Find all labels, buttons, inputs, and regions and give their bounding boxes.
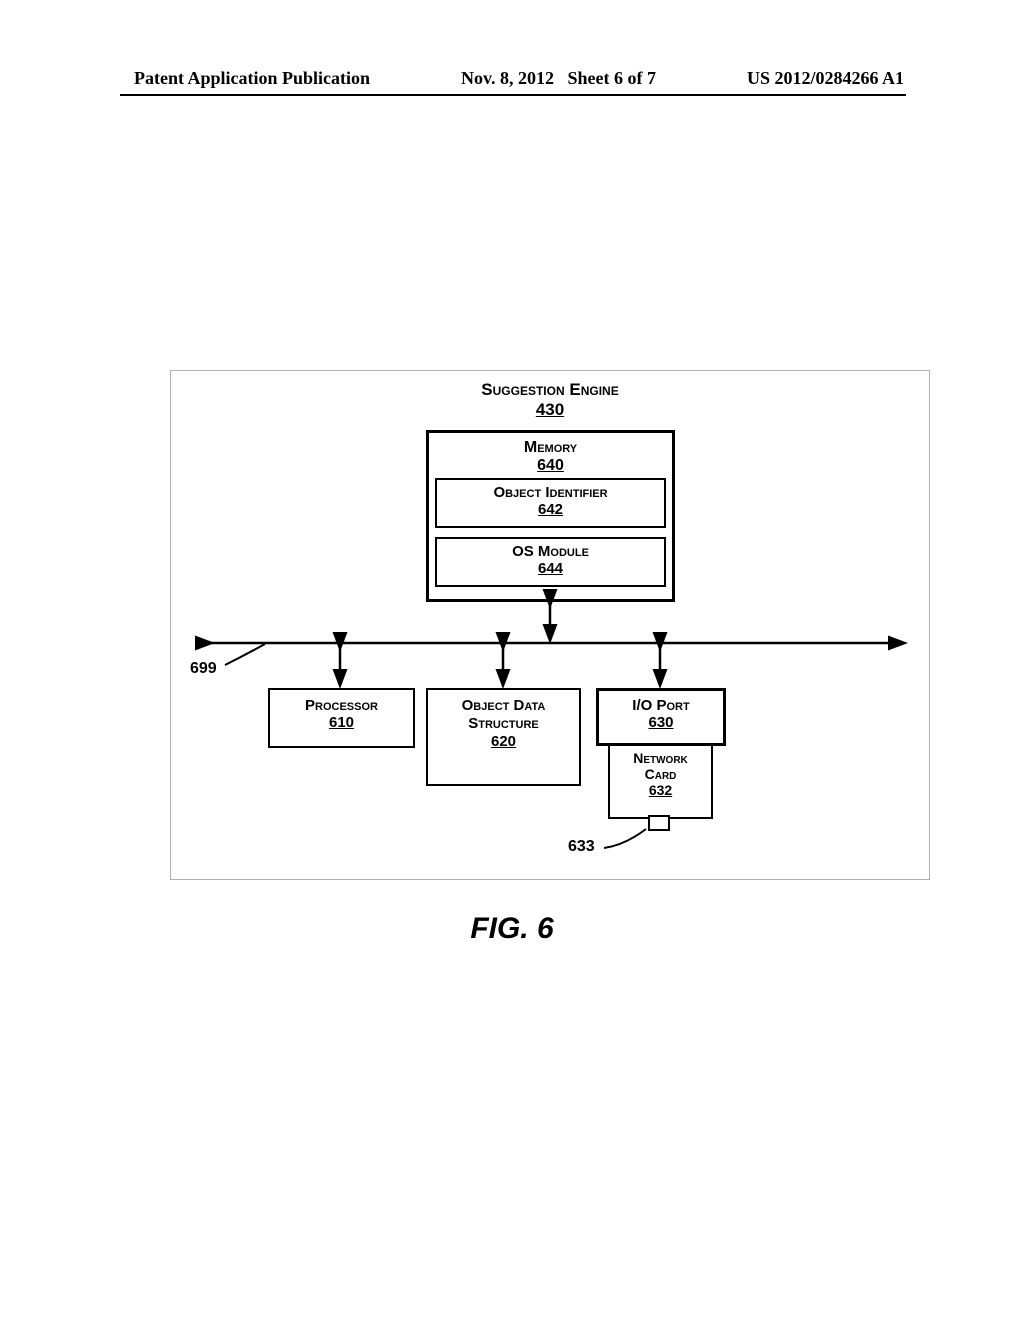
suggestion-engine-title: Suggestion Engine 430 <box>170 380 930 420</box>
io-port-ref: 630 <box>599 714 723 731</box>
ods-label-l2: Structure <box>428 715 579 733</box>
port-label-633: 633 <box>568 838 595 856</box>
port-connector-box <box>648 815 670 831</box>
processor-box: Processor 610 <box>268 688 415 748</box>
object-identifier-ref: 642 <box>437 501 664 518</box>
io-port-label: I/O Port <box>599 697 723 714</box>
object-identifier-box: Object Identifier 642 <box>435 478 666 528</box>
page-root: Patent Application Publication Nov. 8, 2… <box>0 0 1024 1320</box>
header-date: Nov. 8, 2012 <box>461 68 554 88</box>
header-right: US 2012/0284266 A1 <box>747 68 904 89</box>
memory-label: Memory <box>429 439 672 457</box>
network-card-ref: 632 <box>610 782 711 798</box>
header-center: Nov. 8, 2012 Sheet 6 of 7 <box>461 68 656 89</box>
suggestion-engine-ref: 430 <box>170 400 930 420</box>
processor-label: Processor <box>270 697 413 714</box>
object-identifier-label: Object Identifier <box>437 484 664 501</box>
io-port-box: I/O Port 630 <box>596 688 726 746</box>
page-header: Patent Application Publication Nov. 8, 2… <box>0 68 1024 89</box>
os-module-box: OS Module 644 <box>435 537 666 587</box>
suggestion-engine-label: Suggestion Engine <box>170 380 930 400</box>
network-card-label-l1: Network <box>610 750 711 766</box>
ods-ref: 620 <box>428 733 579 750</box>
ods-label-l1: Object Data <box>428 697 579 715</box>
os-module-ref: 644 <box>437 560 664 577</box>
memory-ref: 640 <box>429 457 672 475</box>
processor-ref: 610 <box>270 714 413 731</box>
object-data-structure-box: Object Data Structure 620 <box>426 688 581 786</box>
network-card-box: Network Card 632 <box>608 744 713 819</box>
header-sheet: Sheet 6 of 7 <box>568 68 657 88</box>
header-rule <box>120 94 906 96</box>
header-left: Patent Application Publication <box>134 68 370 89</box>
diagram-area: Suggestion Engine 430 Memory 640 Object … <box>170 370 930 880</box>
bus-label-699: 699 <box>190 660 217 678</box>
os-module-label: OS Module <box>437 543 664 560</box>
figure-caption: FIG. 6 <box>0 912 1024 946</box>
network-card-label-l2: Card <box>610 766 711 782</box>
